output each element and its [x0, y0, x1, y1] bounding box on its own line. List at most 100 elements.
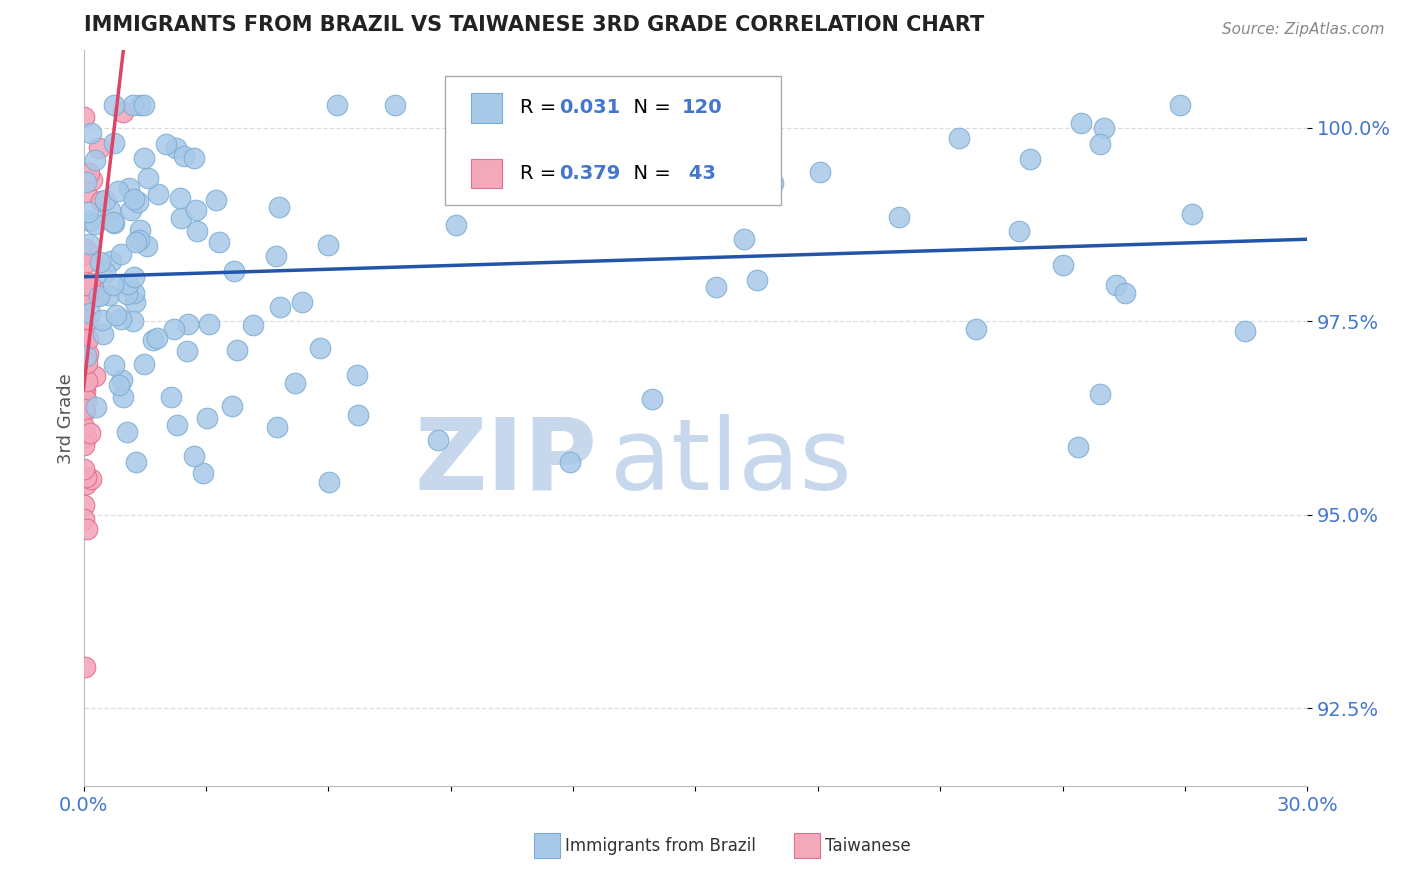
- Text: R =: R =: [520, 164, 562, 183]
- Point: [73, 248, 96, 262]
- Text: R =: R =: [520, 98, 562, 118]
- Point: [426, 433, 449, 447]
- Point: [135, 239, 157, 253]
- Point: [73, 380, 96, 394]
- Point: [176, 344, 198, 359]
- Point: [129, 97, 152, 112]
- Point: [79, 276, 101, 290]
- Point: [346, 368, 368, 383]
- Point: [80, 126, 103, 140]
- Point: [108, 378, 131, 392]
- Text: Taiwanese: Taiwanese: [825, 837, 911, 855]
- Point: [1170, 97, 1192, 112]
- Point: [73, 403, 96, 417]
- Point: [84, 153, 107, 168]
- Point: [124, 295, 146, 310]
- Point: [1105, 277, 1128, 292]
- Point: [269, 201, 291, 215]
- Point: [129, 223, 152, 237]
- Text: atlas: atlas: [610, 414, 852, 511]
- Point: [84, 218, 107, 232]
- Point: [148, 186, 170, 201]
- Text: 120: 120: [682, 98, 723, 118]
- Point: [80, 473, 103, 487]
- Point: [318, 475, 340, 489]
- Point: [326, 97, 349, 112]
- Point: [76, 255, 98, 269]
- Point: [79, 306, 101, 320]
- Point: [128, 233, 150, 247]
- Text: Immigrants from Brazil: Immigrants from Brazil: [565, 837, 756, 855]
- Point: [808, 164, 831, 178]
- Bar: [471, 159, 502, 188]
- Point: [1114, 286, 1136, 301]
- Point: [195, 411, 218, 425]
- Bar: [471, 93, 502, 122]
- Point: [558, 455, 581, 469]
- Point: [1052, 258, 1074, 272]
- Point: [76, 246, 98, 260]
- Point: [266, 420, 288, 434]
- Point: [121, 97, 143, 112]
- Point: [73, 498, 96, 512]
- Point: [948, 131, 970, 145]
- Point: [76, 312, 98, 326]
- Point: [73, 438, 96, 452]
- Point: [117, 277, 139, 292]
- Point: [127, 195, 149, 210]
- Point: [121, 313, 143, 327]
- Point: [104, 308, 127, 322]
- Text: IMMIGRANTS FROM BRAZIL VS TAIWANESE 3RD GRADE CORRELATION CHART: IMMIGRANTS FROM BRAZIL VS TAIWANESE 3RD …: [83, 15, 984, 35]
- Point: [73, 110, 96, 124]
- Point: [132, 152, 155, 166]
- Point: [77, 205, 100, 219]
- Point: [134, 357, 156, 371]
- Point: [142, 333, 165, 347]
- Text: 0.379: 0.379: [560, 164, 621, 183]
- Point: [1181, 207, 1204, 221]
- Point: [73, 419, 96, 434]
- Point: [103, 97, 125, 112]
- Point: [73, 462, 96, 476]
- Point: [103, 359, 125, 373]
- Point: [103, 277, 125, 292]
- Point: [124, 235, 146, 249]
- Point: [222, 264, 245, 278]
- Point: [115, 286, 138, 301]
- Point: [169, 191, 191, 205]
- Point: [284, 376, 307, 391]
- Point: [110, 312, 132, 326]
- Point: [94, 265, 117, 279]
- Point: [155, 137, 177, 152]
- Point: [75, 185, 97, 199]
- Point: [73, 402, 96, 417]
- Point: [75, 310, 97, 325]
- Text: Source: ZipAtlas.com: Source: ZipAtlas.com: [1222, 22, 1385, 37]
- Point: [91, 313, 114, 327]
- Point: [76, 522, 98, 536]
- Point: [77, 280, 100, 294]
- Point: [83, 281, 105, 295]
- Point: [160, 390, 183, 404]
- Point: [75, 332, 97, 346]
- Point: [640, 392, 662, 407]
- Point: [733, 232, 755, 246]
- Point: [205, 193, 228, 207]
- Point: [446, 218, 468, 232]
- Point: [79, 425, 101, 440]
- Point: [208, 235, 231, 250]
- Point: [183, 151, 205, 165]
- Point: [100, 254, 122, 268]
- Point: [103, 136, 125, 150]
- Point: [132, 97, 155, 112]
- Point: [84, 289, 107, 303]
- Point: [111, 390, 134, 404]
- Point: [166, 417, 188, 432]
- Point: [889, 210, 911, 224]
- Point: [1019, 152, 1042, 166]
- Point: [1234, 324, 1257, 338]
- Point: [94, 194, 117, 208]
- Point: [75, 291, 97, 305]
- Point: [1088, 387, 1111, 401]
- Point: [309, 341, 332, 355]
